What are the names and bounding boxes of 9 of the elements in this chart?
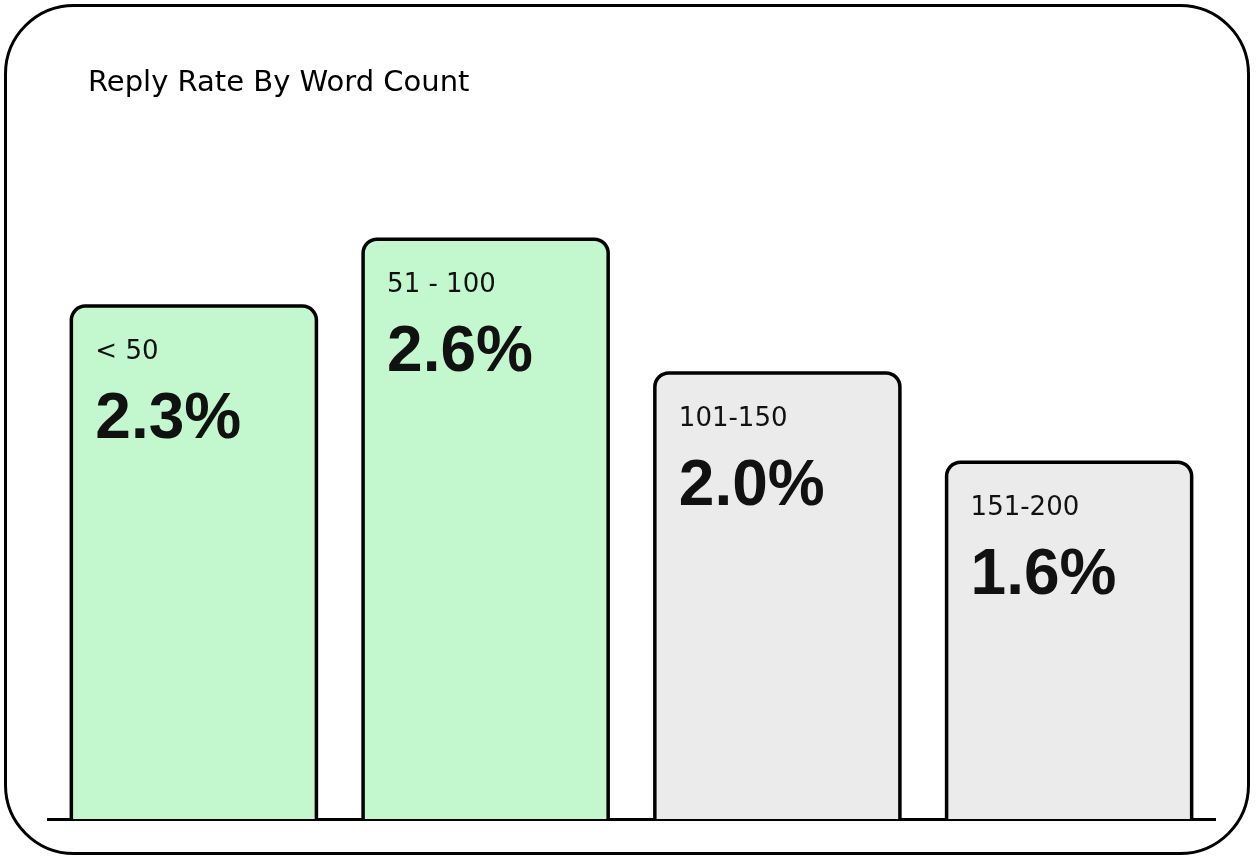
data-label: 2.0% [678, 447, 825, 519]
x-tick-label: < 50 [95, 335, 159, 366]
data-label: 2.3% [95, 380, 242, 453]
chart-title: Reply Rate By Word Count [88, 64, 470, 98]
data-label: 2.6% [387, 313, 533, 386]
data-label: 1.6% [970, 536, 1117, 609]
x-tick-label: 51 - 100 [387, 268, 496, 299]
x-tick-label: 101-150 [678, 402, 788, 432]
x-tick-label: 151-200 [970, 491, 1080, 522]
